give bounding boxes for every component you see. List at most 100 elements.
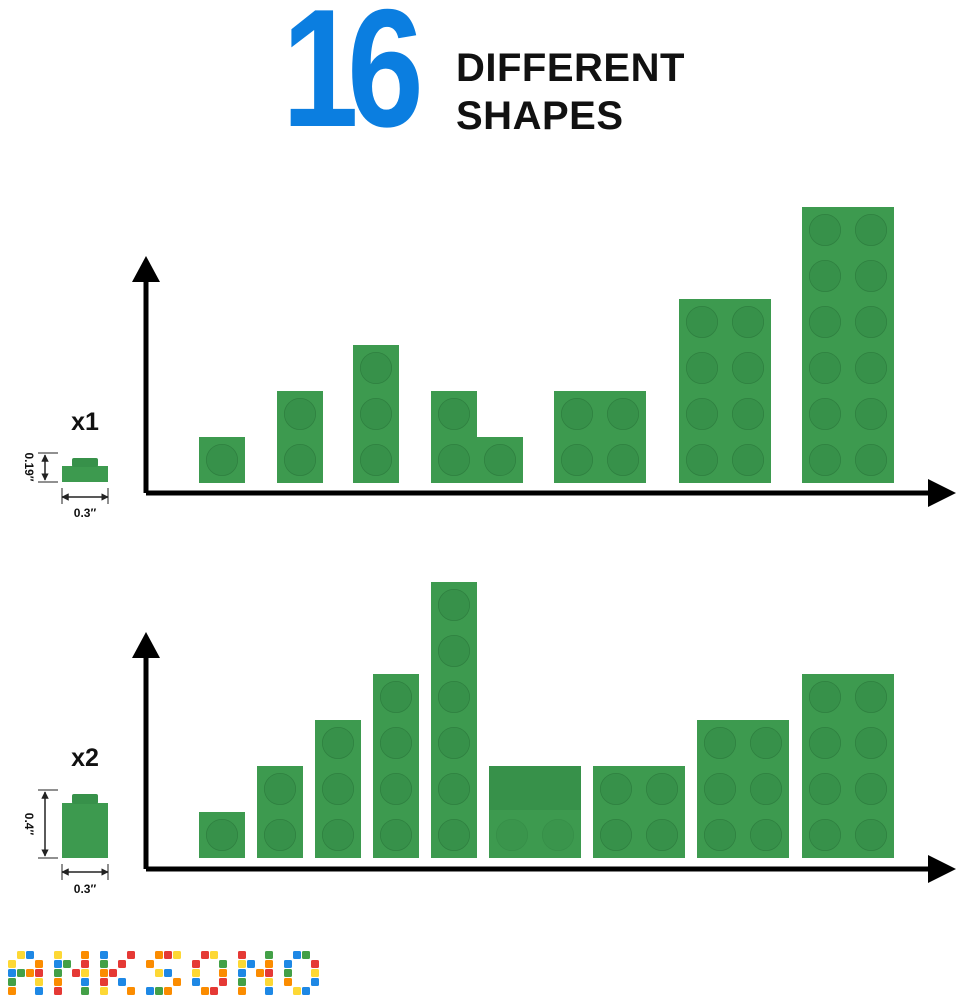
logo-brick bbox=[311, 969, 319, 977]
brick-stud bbox=[359, 443, 393, 477]
plate-2x2 bbox=[554, 391, 646, 483]
brick-stud bbox=[606, 443, 640, 477]
logo-brick bbox=[17, 951, 25, 959]
brick-stud bbox=[599, 772, 633, 806]
brick-stud bbox=[263, 818, 297, 852]
logo-letter-n bbox=[238, 951, 273, 995]
brick-stud bbox=[854, 443, 888, 477]
brick-stud bbox=[645, 818, 679, 852]
logo-brick bbox=[265, 960, 273, 968]
logo-brick bbox=[201, 987, 209, 995]
logo-brick bbox=[293, 987, 301, 995]
plate-2x4 bbox=[679, 299, 771, 483]
logo-letter-n bbox=[54, 951, 89, 995]
plate-2x6 bbox=[802, 207, 894, 483]
brick-1x6-face bbox=[431, 582, 477, 858]
brick-stud bbox=[854, 259, 888, 293]
plate-1x1 bbox=[199, 437, 245, 483]
logo-brick bbox=[155, 951, 163, 959]
brick-stud bbox=[205, 818, 239, 852]
brick-stud bbox=[854, 305, 888, 339]
brick-stud bbox=[854, 772, 888, 806]
logo-brick bbox=[293, 951, 301, 959]
headline-number: 16 bbox=[282, 0, 424, 162]
brick-stud bbox=[437, 726, 471, 760]
logo-brick bbox=[100, 960, 108, 968]
section-tall-legend: x2 0.4″ 0.3″ bbox=[22, 744, 109, 896]
brick-stud bbox=[731, 351, 765, 385]
logo-brick bbox=[26, 969, 34, 977]
brick-stud bbox=[685, 397, 719, 431]
logo-brick bbox=[219, 969, 227, 977]
brick-stud bbox=[685, 443, 719, 477]
logo-brick bbox=[210, 951, 218, 959]
brick-stud bbox=[731, 397, 765, 431]
plate-1x2 bbox=[277, 391, 323, 483]
headline-line-2: SHAPES bbox=[456, 94, 624, 138]
logo-brick bbox=[72, 969, 80, 977]
brick-stud bbox=[808, 726, 842, 760]
logo-brick bbox=[146, 960, 154, 968]
height-label: 0.4″ bbox=[22, 813, 36, 836]
logo-brick bbox=[146, 987, 154, 995]
brick-stud bbox=[379, 772, 413, 806]
logo-brick bbox=[54, 987, 62, 995]
logo-brick bbox=[311, 960, 319, 968]
brick-stud bbox=[731, 443, 765, 477]
plate-l-corner bbox=[431, 391, 523, 483]
brick-stud bbox=[854, 397, 888, 431]
section-tall-axes bbox=[132, 632, 956, 883]
logo-brick bbox=[173, 978, 181, 986]
logo-brick bbox=[100, 978, 108, 986]
logo-brick bbox=[54, 969, 62, 977]
thin-sample-stud bbox=[72, 458, 98, 467]
logo-brick bbox=[81, 960, 89, 968]
brick-stud bbox=[808, 397, 842, 431]
logo-brick bbox=[8, 960, 16, 968]
brick-1x1 bbox=[199, 812, 245, 858]
logo-brick bbox=[164, 969, 172, 977]
logo-brick bbox=[35, 987, 43, 995]
brick-stud bbox=[379, 680, 413, 714]
logo-letter-k bbox=[100, 951, 135, 995]
logo-brick bbox=[54, 978, 62, 986]
brick-stud bbox=[495, 818, 529, 852]
brick-stud bbox=[731, 305, 765, 339]
logo-brick bbox=[63, 960, 71, 968]
brick-stud bbox=[437, 818, 471, 852]
building-brick-letters-logo bbox=[8, 951, 319, 995]
logo-brick bbox=[118, 978, 126, 986]
logo-letter-o bbox=[192, 951, 227, 995]
brick-stud bbox=[685, 305, 719, 339]
plate-1x3 bbox=[353, 345, 399, 483]
logo-brick bbox=[164, 987, 172, 995]
logo-brick bbox=[302, 987, 310, 995]
brick-stud bbox=[703, 772, 737, 806]
brick-stud bbox=[808, 818, 842, 852]
logo-brick bbox=[100, 969, 108, 977]
plate-2x6-face bbox=[802, 207, 894, 483]
logo-brick bbox=[192, 978, 200, 986]
logo-brick bbox=[256, 969, 264, 977]
logo-brick bbox=[311, 978, 319, 986]
section-tall-pieces bbox=[199, 582, 894, 858]
logo-brick bbox=[8, 978, 16, 986]
brick-stud bbox=[703, 818, 737, 852]
logo-brick bbox=[284, 978, 292, 986]
logo-brick bbox=[192, 960, 200, 968]
logo-brick bbox=[247, 960, 255, 968]
brick-2x2 bbox=[593, 766, 685, 858]
brick-stud bbox=[483, 443, 517, 477]
logo-brick bbox=[8, 969, 16, 977]
brick-stud bbox=[808, 213, 842, 247]
logo-brick bbox=[54, 951, 62, 959]
brick-stud bbox=[437, 397, 471, 431]
brick-stud bbox=[560, 443, 594, 477]
logo-brick bbox=[265, 969, 273, 977]
logo-brick bbox=[302, 951, 310, 959]
brick-stud bbox=[599, 818, 633, 852]
brick-stud bbox=[854, 726, 888, 760]
brick-stud bbox=[437, 588, 471, 622]
logo-brick bbox=[265, 987, 273, 995]
section-thin-pieces bbox=[199, 207, 894, 483]
